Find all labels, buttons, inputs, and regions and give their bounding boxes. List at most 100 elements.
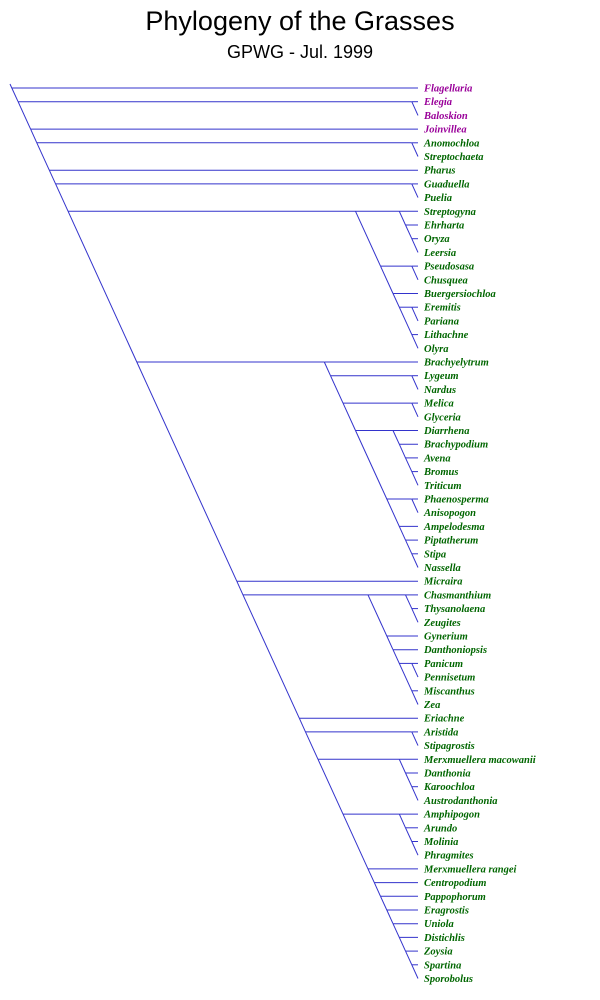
taxon-label: Molinia	[423, 837, 458, 848]
taxon-label: Zoysia	[423, 947, 453, 958]
tree-branches	[9, 83, 419, 979]
branch-spine	[411, 964, 419, 979]
branch-spine	[411, 786, 419, 801]
branch-spine	[323, 361, 331, 376]
branch-spine	[398, 306, 413, 335]
branch-spine	[242, 594, 300, 719]
taxon-label: Guaduella	[424, 179, 470, 190]
taxon-label: Glyceria	[424, 412, 461, 423]
branch-spine	[411, 306, 419, 322]
branch-spine	[411, 402, 419, 418]
taxon-label: Pseudosasa	[424, 262, 474, 273]
taxon-label: Phragmites	[424, 851, 474, 862]
taxon-label: Merxmuellera rangei	[423, 864, 517, 875]
taxon-label: Centropodium	[424, 878, 486, 889]
taxon-label: Diarrhena	[423, 426, 470, 437]
branch-spine	[411, 608, 419, 623]
taxon-label: Austrodanthonia	[423, 796, 498, 807]
taxon-label: Chasmanthium	[424, 590, 491, 601]
branch-spine	[355, 211, 381, 267]
branch-spine	[380, 265, 394, 294]
taxon-label: Bromus	[423, 467, 458, 478]
taxon-label: Pennisetum	[424, 673, 475, 684]
page-title: Phylogeny of the Grasses	[145, 6, 455, 36]
page-subtitle: GPWG - Jul. 1999	[226, 42, 374, 62]
branch-spine	[405, 539, 413, 555]
taxon-label: Anisopogon	[423, 508, 476, 519]
branch-spine	[411, 142, 419, 157]
branch-spine	[317, 759, 344, 815]
taxon-label: Eremitis	[423, 303, 461, 314]
taxon-label: Streptogyna	[424, 207, 476, 218]
branch-spine	[398, 759, 406, 774]
branch-spine	[236, 580, 244, 596]
taxon-label: Ehrharta	[423, 221, 464, 232]
taxon-label: Melica	[423, 399, 454, 410]
taxon-label: Olyra	[424, 344, 449, 355]
taxon-label: Baloskion	[423, 111, 468, 122]
branch-spine	[330, 375, 344, 404]
branch-spine	[411, 690, 419, 705]
taxon-label: Oryza	[424, 234, 450, 245]
branch-spine	[355, 430, 388, 500]
branch-spine	[411, 731, 419, 746]
taxon-label: Leersia	[423, 248, 456, 259]
branch-spine	[398, 937, 406, 952]
taxon-label: Arundo	[423, 823, 457, 834]
branch-spine	[367, 868, 375, 883]
taxon-label: Zeugites	[423, 618, 461, 629]
branch-spine	[367, 594, 388, 637]
taxon-label: Pappophorum	[424, 892, 486, 903]
branch-spine	[405, 950, 413, 966]
branch-spine	[373, 882, 381, 897]
taxon-label: Chusquea	[424, 275, 468, 286]
taxon-label: Lygeum	[423, 371, 459, 382]
branch-spine	[392, 923, 400, 938]
taxon-label: Panicum	[424, 659, 463, 670]
branch-spine	[48, 169, 57, 185]
taxon-label: Pariana	[424, 316, 459, 327]
branch-spine	[411, 238, 419, 253]
branch-spine	[342, 402, 356, 431]
branch-spine	[298, 717, 306, 733]
branch-spine	[11, 87, 19, 102]
branch-spine	[136, 361, 238, 582]
taxon-label: Spartina	[424, 960, 461, 971]
taxon-label: Danthoniopsis	[423, 645, 487, 656]
taxon-label: Phaenosperma	[424, 495, 489, 506]
branch-spine	[342, 813, 369, 870]
branch-spine	[405, 827, 413, 842]
branch-spine	[411, 841, 419, 856]
branch-spine	[30, 128, 38, 144]
branch-spine	[411, 375, 419, 390]
taxon-label: Nassella	[423, 563, 461, 574]
taxon-label: Karoochloa	[423, 782, 475, 793]
taxon-label: Sporobolus	[424, 974, 473, 985]
branch-spine	[398, 443, 406, 459]
branch-spine	[392, 293, 400, 308]
taxon-labels: Flagellaria Elegia Baloskion Joinvillea Anom…	[423, 84, 536, 986]
taxon-label: Thysanolaena	[424, 604, 485, 615]
taxon-label: Eragrostis	[423, 906, 469, 917]
taxon-label: Piptatherum	[424, 536, 478, 547]
taxon-label: Ampelodesma	[423, 522, 485, 533]
taxon-label: Streptochaeta	[424, 152, 484, 163]
branch-spine	[411, 265, 419, 281]
branch-spine	[411, 183, 419, 198]
branch-spine	[411, 471, 419, 486]
branch-spine	[411, 553, 419, 568]
taxon-label: Anomochloa	[423, 138, 479, 149]
branch-spine	[392, 649, 400, 664]
branch-spine	[405, 772, 413, 787]
branch-spine	[398, 526, 406, 541]
branch-spine	[67, 211, 138, 363]
taxon-label: Amphipogon	[423, 810, 480, 821]
branch-spine	[411, 498, 419, 513]
branch-spine	[398, 813, 406, 829]
taxon-label: Miscanthus	[423, 686, 475, 697]
branch-spine	[386, 909, 394, 924]
branch-spine	[405, 594, 413, 609]
branch-spine	[17, 101, 32, 130]
taxon-label: Flagellaria	[423, 84, 472, 95]
